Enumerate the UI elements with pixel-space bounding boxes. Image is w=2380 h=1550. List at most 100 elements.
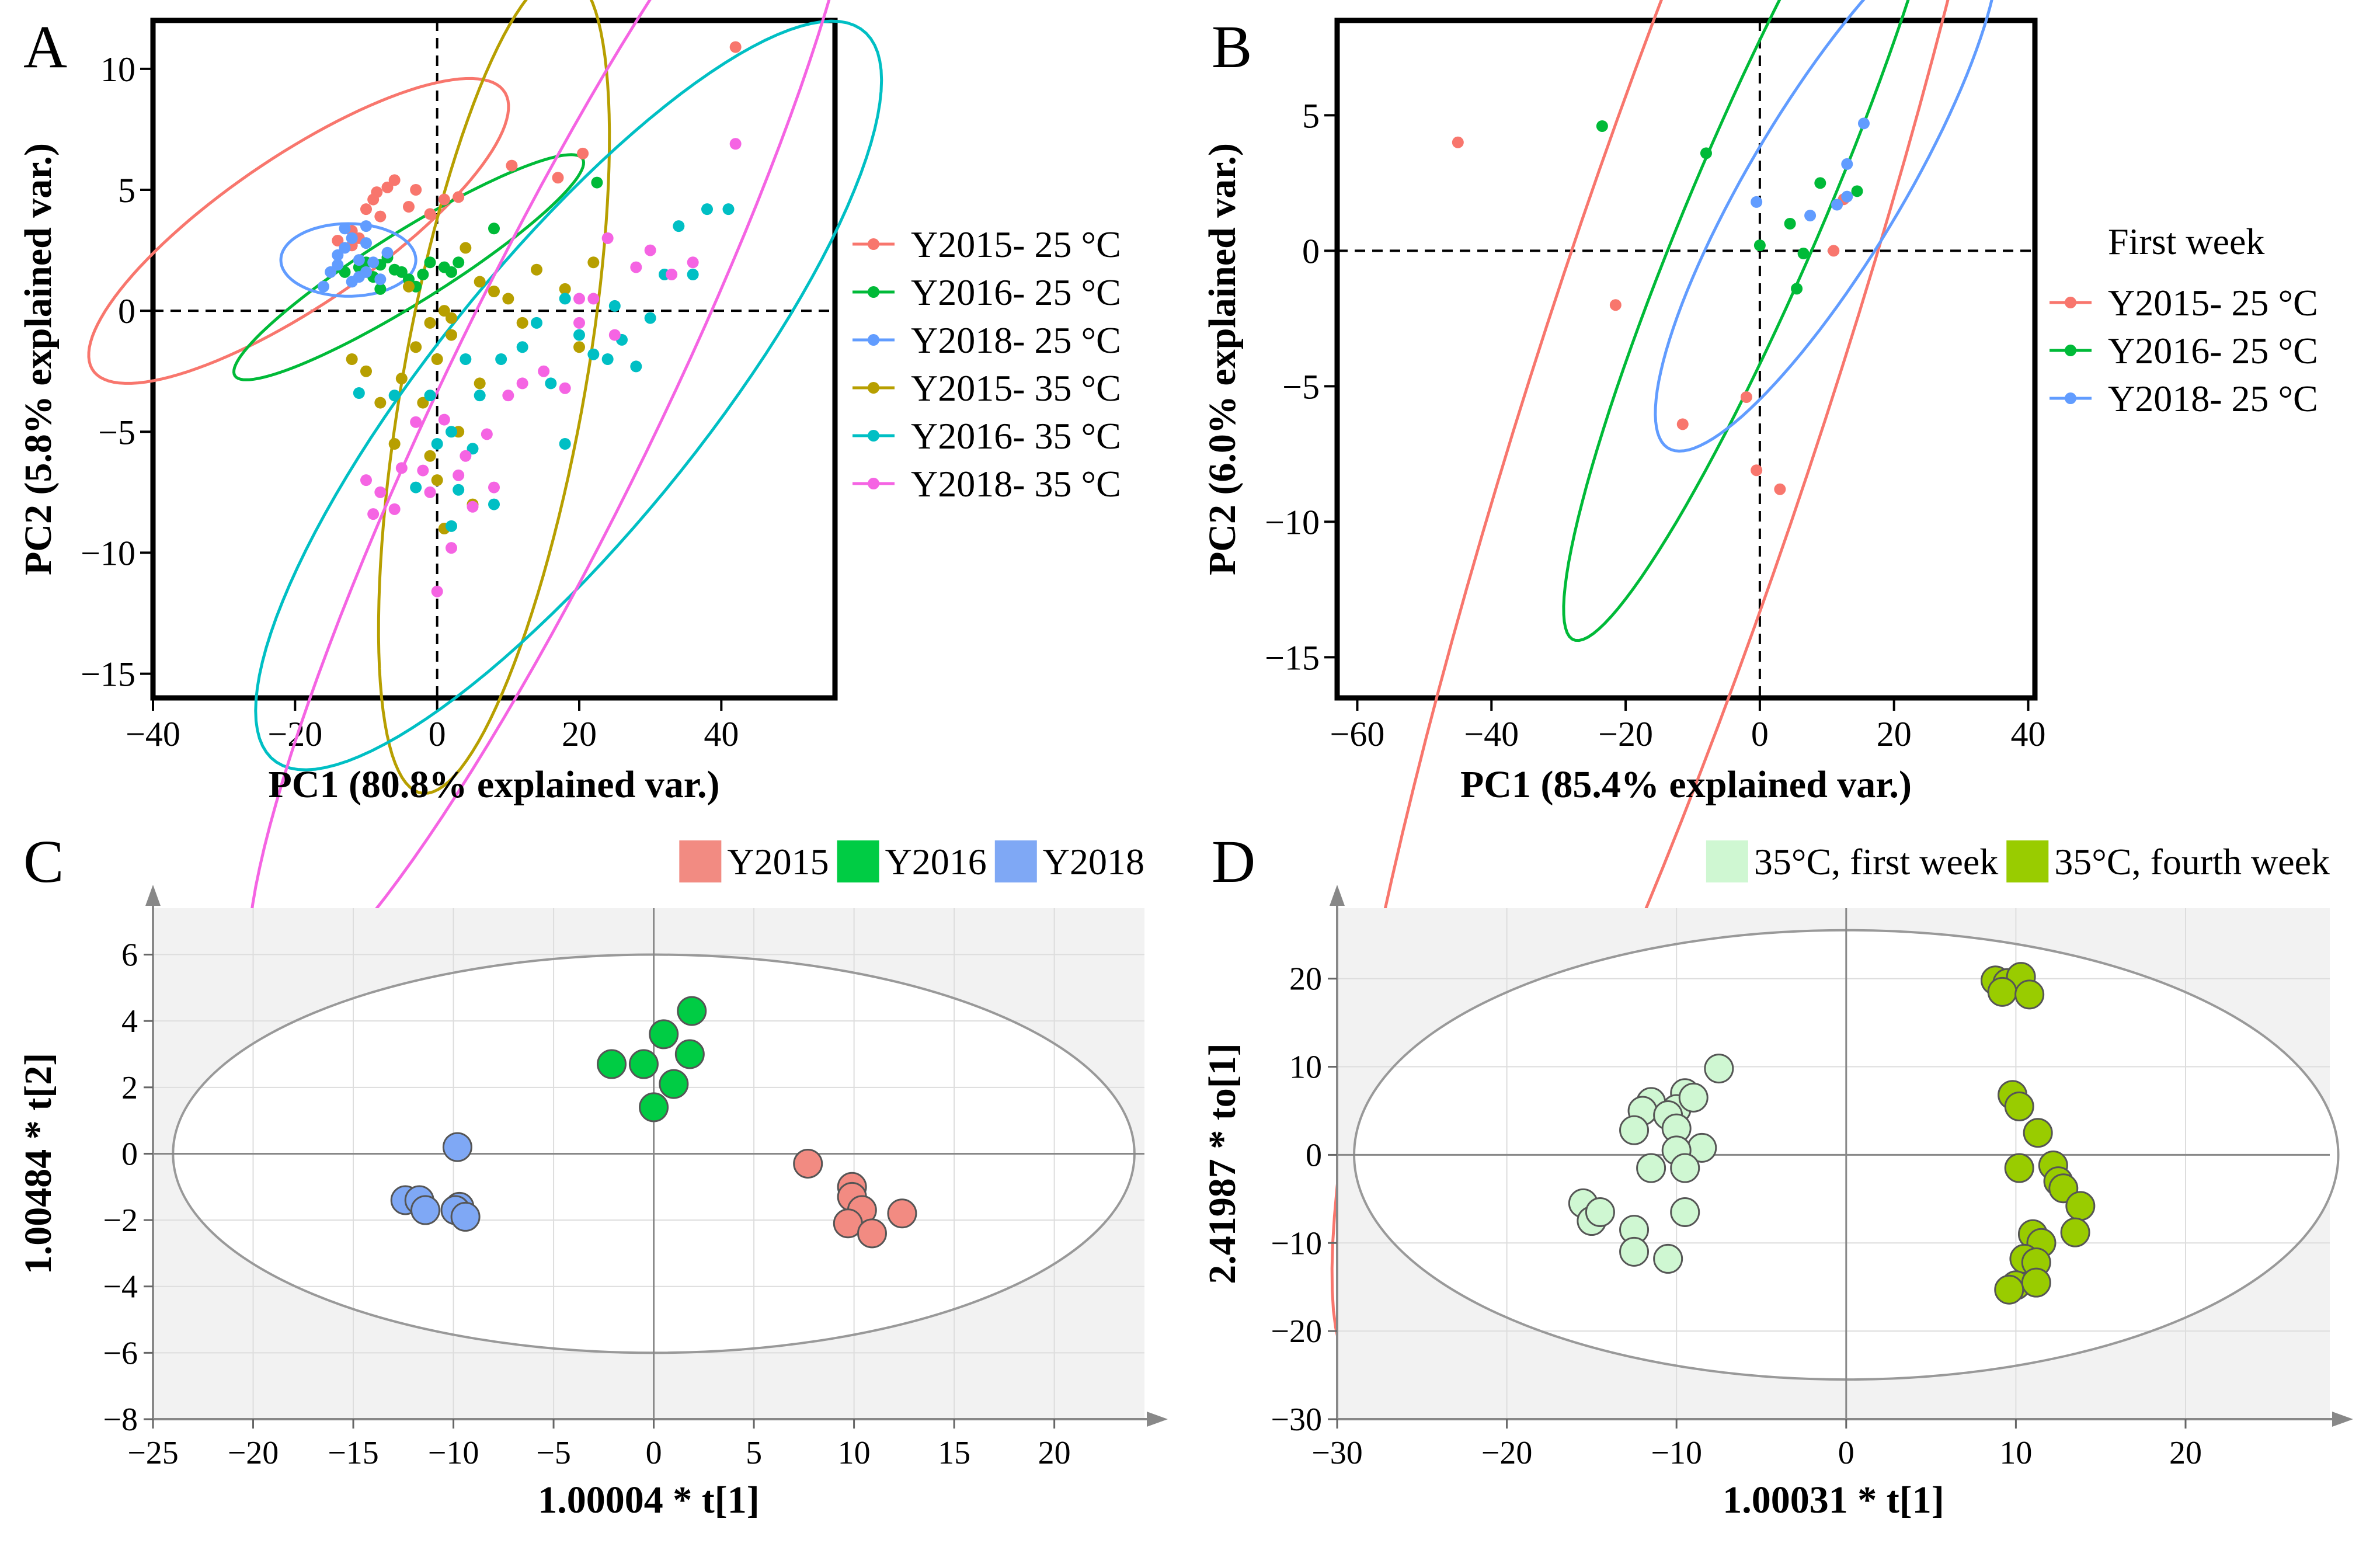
legend-marker (868, 478, 879, 489)
data-point (1678, 1082, 1709, 1113)
x-tick-label: 20 (562, 715, 597, 753)
data-point (2023, 1118, 2053, 1148)
confidence-ellipse-2 (1654, 0, 1993, 453)
legend-label: Y2018- 25 °C (2108, 378, 2318, 419)
data-point (339, 242, 351, 254)
data-point (659, 1069, 689, 1099)
x-tick-label: −20 (1481, 1435, 1533, 1471)
data-point (1740, 391, 1752, 403)
x-tick-label: −20 (267, 715, 322, 753)
legend-swatch (1706, 840, 1748, 882)
legend-marker (868, 334, 879, 346)
data-point (502, 293, 514, 305)
data-point (1676, 418, 1689, 430)
data-point (649, 1019, 679, 1049)
data-point (1841, 190, 1853, 203)
data-point (531, 317, 542, 329)
legend-marker (868, 430, 879, 442)
legend-marker (2065, 297, 2076, 308)
data-point (628, 1049, 659, 1079)
data-point (1700, 147, 1712, 159)
x-tick-label: 20 (1877, 715, 1912, 753)
data-point (374, 273, 387, 286)
y-axis-title: 2.41987 * to[1] (1201, 1043, 1244, 1284)
confidence-ellipse-1 (1562, 0, 1910, 642)
y-tick-label: 6 (121, 937, 138, 974)
data-point (353, 387, 365, 399)
data-point (793, 1149, 823, 1179)
data-point (360, 220, 372, 232)
y-tick-label: −10 (1271, 1225, 1322, 1261)
legend-swatch (679, 840, 722, 882)
y-tick-label: −6 (103, 1335, 138, 1371)
data-point (453, 484, 465, 496)
data-point (460, 242, 472, 254)
x-tick-label: 10 (1999, 1435, 2032, 1471)
legend-label: 35°C, fourth week (2054, 841, 2330, 882)
data-point (887, 1198, 917, 1229)
y-tick-label: −4 (103, 1269, 138, 1305)
legend-label: Y2016- 25 °C (2108, 330, 2318, 371)
data-point (474, 390, 486, 402)
data-point (325, 266, 337, 278)
data-point (516, 317, 528, 329)
data-point (346, 276, 358, 288)
data-point (360, 365, 372, 377)
data-point (1596, 120, 1608, 132)
data-point (367, 508, 380, 520)
data-point (374, 397, 387, 409)
data-point (1814, 177, 1826, 189)
y-tick-label: 10 (1289, 1049, 1322, 1086)
data-point (2004, 1153, 2034, 1183)
plot-area (1334, 18, 2038, 701)
data-point (1452, 136, 1464, 148)
data-point (417, 397, 429, 409)
data-point (2004, 1091, 2034, 1121)
y-tick-label: 0 (118, 292, 135, 331)
x-tick-label: −5 (536, 1435, 571, 1471)
x-tick-label: 15 (938, 1435, 970, 1471)
y-tick-label: 10 (100, 50, 135, 89)
legend-label: Y2015- 25 °C (911, 224, 1121, 265)
data-point (559, 382, 571, 394)
data-point (1636, 1153, 1666, 1183)
x-tick-label: 40 (2011, 715, 2046, 753)
data-point (1784, 218, 1796, 230)
data-point (1653, 1243, 1683, 1274)
legend-swatch (2006, 840, 2049, 882)
y-axis-arrow (145, 885, 161, 906)
legend-label: Y2016 (885, 841, 987, 882)
x-tick-label: −40 (1464, 715, 1519, 753)
legend-marker (2065, 345, 2076, 356)
legend-marker (868, 382, 879, 394)
y-tick-label: 5 (1302, 96, 1320, 135)
data-point (502, 390, 514, 402)
data-point (538, 365, 550, 377)
data-point (381, 246, 394, 259)
legend-label: Y2016- 35 °C (911, 415, 1121, 457)
legend-marker (868, 238, 879, 250)
data-point (2021, 1267, 2051, 1298)
data-point (729, 41, 742, 53)
data-point (374, 210, 387, 223)
data-point (2060, 1217, 2090, 1247)
data-point (587, 348, 600, 360)
panel-b: B −60 −40 −20 0 20 40 −15 −10 −5 0 5 PC1 (85.4% expl… (1201, 0, 2318, 1376)
data-point (431, 438, 443, 450)
x-axis-title: 1.00031 * t[1] (1723, 1479, 1944, 1521)
data-point (367, 256, 380, 269)
data-point (481, 428, 493, 440)
data-point (591, 176, 603, 189)
data-point (488, 481, 500, 494)
x-tick-label: −60 (1330, 715, 1385, 753)
data-point (2014, 979, 2045, 1010)
data-point (374, 486, 387, 498)
data-point (639, 1092, 669, 1122)
data-point (453, 469, 465, 481)
data-point (1797, 248, 1810, 260)
data-point (587, 256, 600, 269)
y-tick-label: −2 (103, 1203, 138, 1239)
data-point (424, 450, 436, 462)
legend-label: 35°C, first week (1754, 841, 1998, 882)
y-tick-label: −5 (98, 413, 135, 451)
